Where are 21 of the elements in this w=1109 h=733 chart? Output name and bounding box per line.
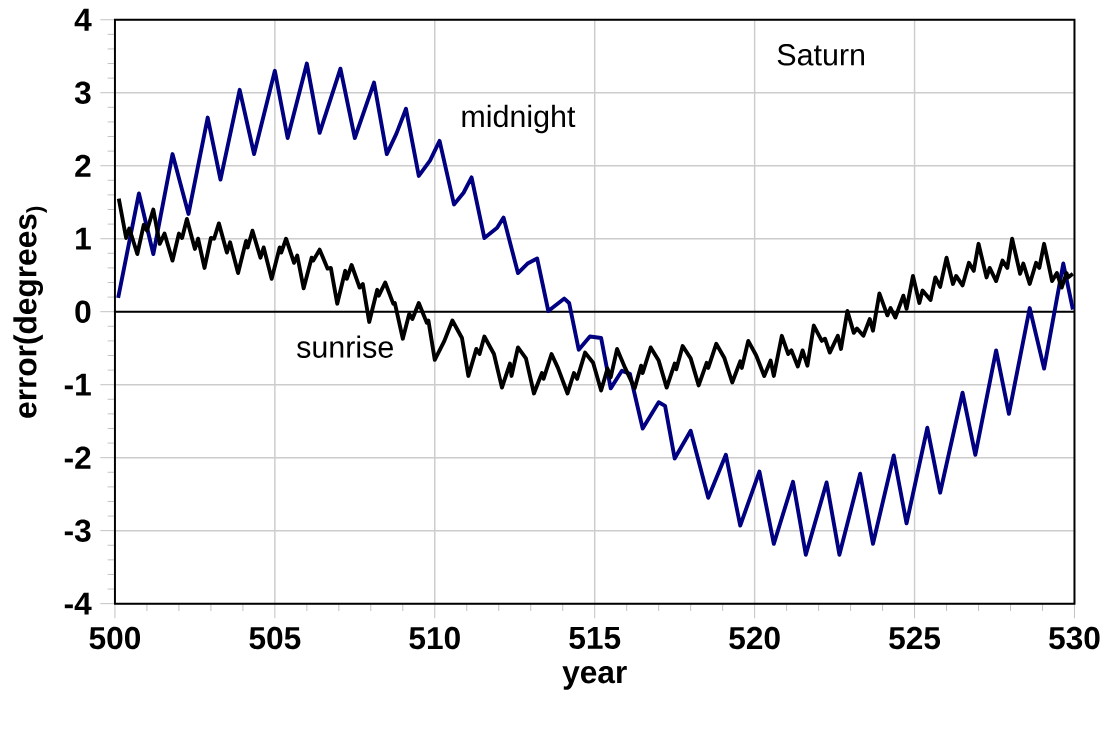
y-tick-label: -3 [64,519,91,543]
series-label: midnight [462,105,576,134]
x-axis-title: year [562,666,627,690]
x-tick-label: 515 [569,627,621,650]
y-axis-title: error(degrees$_{)}$ [13,207,47,418]
annotation: Saturn [777,44,864,66]
x-tick-label: 505 [249,627,301,650]
y-tick-label: 3 [74,81,91,105]
x-tick-label: 530 [1049,627,1100,650]
y-tick-label: 2 [75,154,91,177]
x-tick-label: 510 [409,627,460,650]
series-label: sunrise [297,335,393,359]
y-tick-label: 1 [76,228,91,250]
y-tick-label: 0 [75,300,91,324]
y-tick-label: -2 [64,446,91,469]
y-tick-label: -1 [64,374,91,396]
x-tick-label: 525 [889,627,941,650]
x-tick-label: 520 [729,627,780,650]
x-tick-label: 500 [89,627,141,650]
y-tick-label: 4 [74,9,92,31]
y-tick-label: -4 [64,592,92,615]
